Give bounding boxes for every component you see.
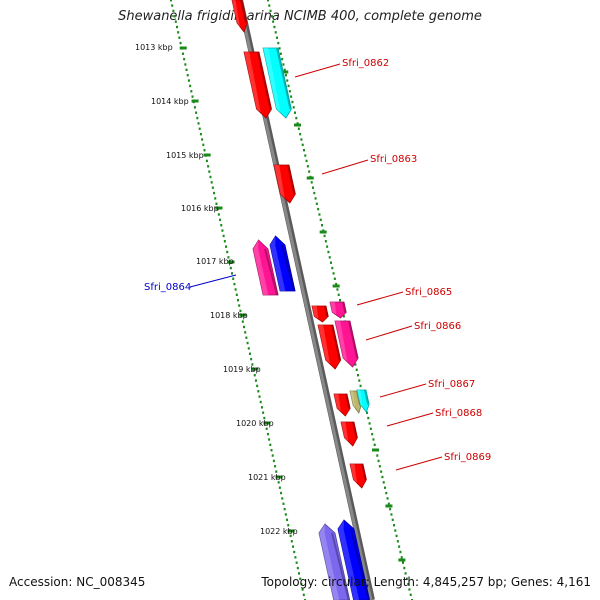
gene-label-sfri-0868[interactable]: Sfri_0868 bbox=[435, 408, 482, 419]
gene-arrow-red-forward[interactable] bbox=[349, 463, 367, 489]
kbp-label-1020: 1020 kbp bbox=[236, 419, 274, 428]
tick-marks bbox=[170, 0, 413, 600]
kbp-label-1014: 1014 kbp bbox=[151, 97, 189, 106]
gene-label-sfri-0867[interactable]: Sfri_0867 bbox=[428, 379, 475, 390]
gene-arrow-red-forward[interactable] bbox=[243, 51, 272, 119]
gene-arrow-blue-reverse[interactable] bbox=[269, 235, 296, 292]
gene-label-sfri-0866[interactable]: Sfri_0866 bbox=[414, 321, 461, 332]
gene-arrow-slate-reverse[interactable] bbox=[318, 523, 351, 600]
kbp-label-1018: 1018 kbp bbox=[210, 311, 248, 320]
gene-arrow-magenta-forward[interactable] bbox=[334, 320, 359, 368]
kbp-label-1013: 1013 kbp bbox=[135, 43, 173, 52]
gene-features bbox=[231, 0, 371, 600]
gene-arrow-cyan-forward[interactable] bbox=[356, 389, 370, 413]
gene-arrow-magenta-reverse[interactable] bbox=[252, 239, 279, 296]
accession-text: Accession: NC_008345 bbox=[9, 575, 146, 589]
gene-label-sfri-0862[interactable]: Sfri_0862 bbox=[342, 58, 389, 69]
gene-arrow-blue-reverse[interactable] bbox=[337, 519, 371, 600]
kbp-label-1019: 1019 kbp bbox=[223, 365, 261, 374]
gene-arrow-cyan-forward[interactable] bbox=[262, 47, 292, 119]
gene-label-sfri-0865[interactable]: Sfri_0865 bbox=[405, 287, 452, 298]
gene-arrow-red-forward[interactable] bbox=[317, 324, 342, 370]
gene-arrow-red-forward[interactable] bbox=[273, 164, 296, 204]
label-leaders bbox=[189, 63, 443, 471]
gene-labels: Sfri_0862 Sfri_0863 Sfri_0864 Sfri_0865 … bbox=[144, 58, 491, 463]
kbp-label-1016: 1016 kbp bbox=[181, 204, 219, 213]
kbp-labels: 1013 kbp 1014 kbp 1015 kbp 1016 kbp 1017… bbox=[135, 43, 298, 536]
gene-label-sfri-0863[interactable]: Sfri_0863 bbox=[370, 154, 417, 165]
kbp-label-1021: 1021 kbp bbox=[248, 473, 286, 482]
kbp-label-1022: 1022 kbp bbox=[260, 527, 298, 536]
gene-label-sfri-0864[interactable]: Sfri_0864 bbox=[144, 282, 191, 293]
gene-arrow-magenta-forward[interactable] bbox=[329, 301, 347, 319]
kbp-label-1015: 1015 kbp bbox=[166, 151, 204, 160]
gene-label-sfri-0869[interactable]: Sfri_0869 bbox=[444, 452, 491, 463]
kbp-label-1017: 1017 kbp bbox=[196, 257, 234, 266]
gene-arrow-red-forward[interactable] bbox=[231, 0, 248, 33]
gene-arrow-red-forward[interactable] bbox=[340, 421, 358, 447]
gene-arrow-red-forward[interactable] bbox=[333, 393, 351, 417]
genome-title: Shewanella frigidimarina NCIMB 400, comp… bbox=[118, 9, 482, 24]
gene-arrow-red-forward[interactable] bbox=[311, 305, 329, 323]
genome-summary-text: Topology: circular; Length: 4,845,257 bp… bbox=[261, 575, 591, 589]
